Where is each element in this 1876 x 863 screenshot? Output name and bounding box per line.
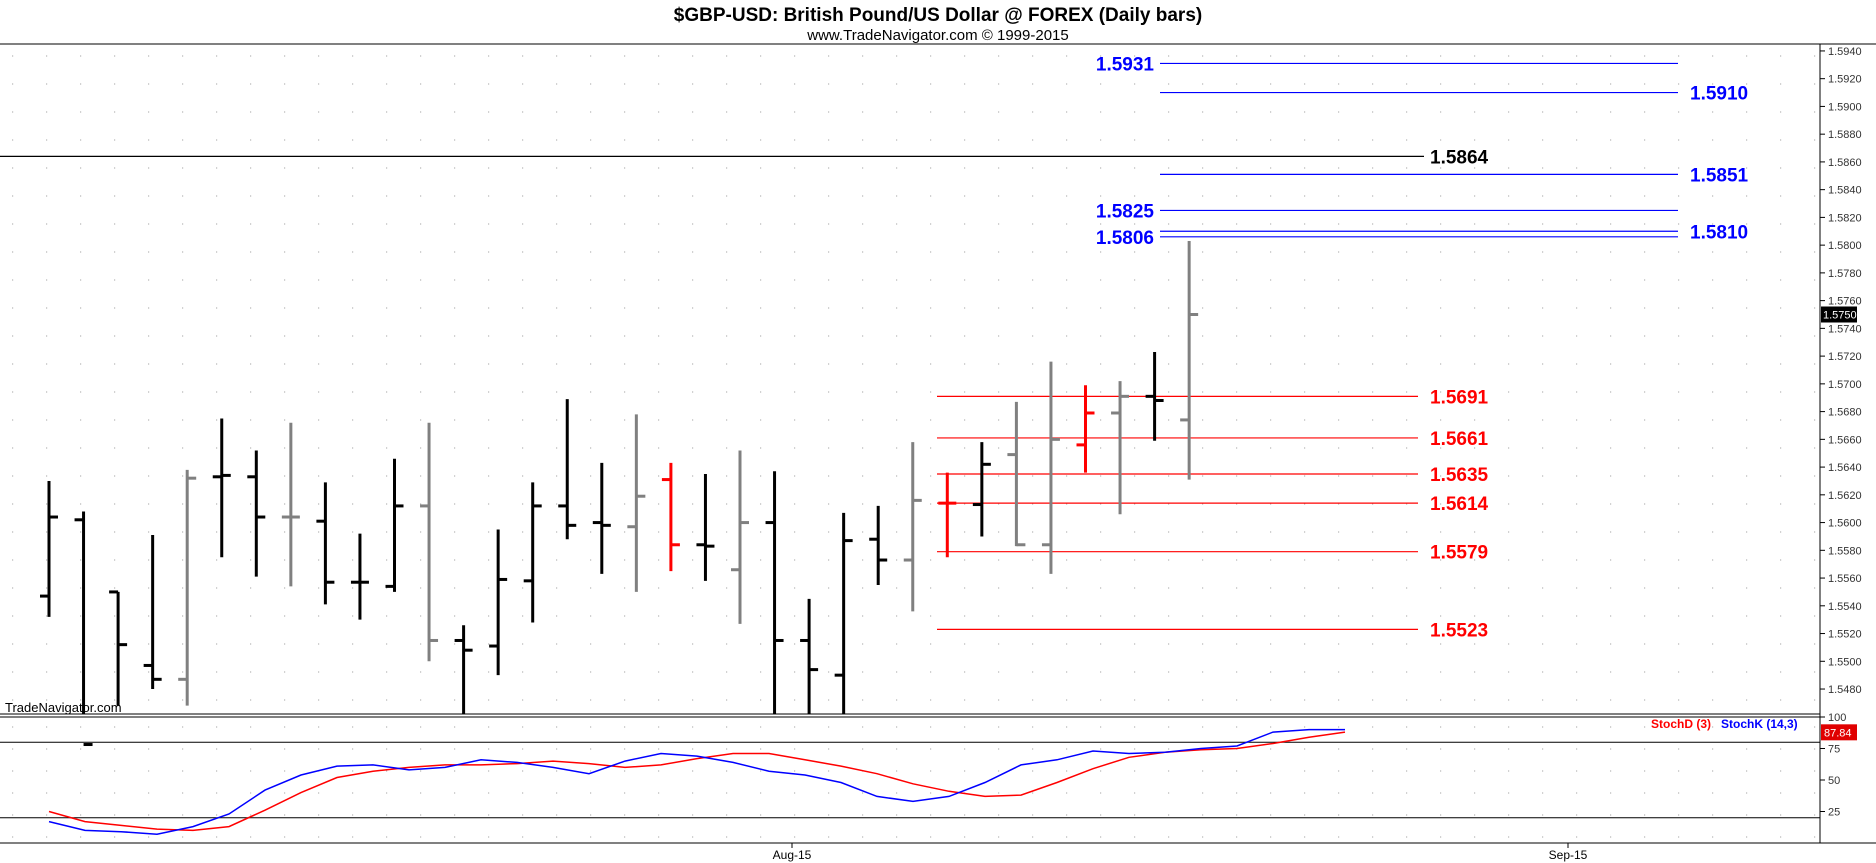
- price-level-label: 1.5579: [1430, 543, 1488, 564]
- price-tick-label: 1.5500: [1828, 656, 1862, 668]
- stoch-tick-label: 25: [1828, 807, 1840, 819]
- ohlc-bar: [1041, 361, 1060, 574]
- price-level-label: 1.5931: [1096, 54, 1155, 75]
- price-levels: 1.5931 1.5910 1.5864 1.5851 1.5825 1.5810 1.58…: [0, 54, 1749, 641]
- ohlc-bar: [903, 442, 922, 612]
- ohlc-bar: [143, 535, 162, 690]
- date-x-axis: Aug-15 Sep-15: [773, 843, 1588, 862]
- ohlc-bar: [1007, 401, 1026, 547]
- stoch-tick-label: 75: [1828, 744, 1840, 756]
- ohlc-bar: [558, 399, 577, 540]
- stoch-series-line: [48, 731, 1346, 832]
- watermark: TradeNavigator.com: [5, 700, 122, 715]
- ohlc-bar: [350, 533, 369, 620]
- chart-subtitle: www.TradeNavigator.com © 1999-2015: [806, 27, 1068, 44]
- ohlc-bar: [74, 511, 93, 747]
- price-tick-label: 1.5940: [1828, 46, 1862, 58]
- ohlc-bar: [592, 462, 611, 574]
- price-level-label: 1.5864: [1430, 147, 1489, 168]
- price-level-label: 1.5806: [1096, 228, 1154, 249]
- price-level-label: 1.5851: [1690, 165, 1749, 186]
- ohlc-bar: [696, 474, 715, 581]
- ohlc-bar: [281, 422, 300, 587]
- price-tick-label: 1.5600: [1828, 518, 1862, 530]
- price-tick-label: 1.5620: [1828, 490, 1862, 502]
- ohlc-bar: [109, 590, 128, 706]
- price-y-axis: 1.5480 1.5500 1.5520 1.5540 1.5560 1.5580 1.56…: [1820, 46, 1862, 696]
- stoch-series-line: [48, 728, 1345, 835]
- price-tick-label: 1.5740: [1828, 323, 1862, 335]
- ohlc-bar: [765, 471, 784, 714]
- price-level-label: 1.5810: [1690, 222, 1748, 243]
- ohlc-bar: [869, 505, 888, 585]
- ohlc-bar: [1145, 351, 1164, 441]
- stoch-last-value-label: 87.84: [1824, 727, 1852, 739]
- price-tick-label: 1.5680: [1828, 407, 1862, 419]
- price-tick-label: 1.5480: [1828, 684, 1862, 696]
- price-tick-label: 1.5900: [1828, 101, 1862, 113]
- ohlc-bar: [420, 422, 439, 662]
- price-level-label: 1.5825: [1096, 201, 1155, 222]
- ohlc-bar: [178, 469, 197, 706]
- stoch-tick-label: 100: [1828, 712, 1846, 724]
- ohlc-bar: [1180, 240, 1199, 480]
- stochastic-panel: 25 50 75 100 StochD (3) StochK (14,3) 87.84: [0, 712, 1857, 835]
- ohlc-bar: [40, 480, 58, 617]
- price-tick-label: 1.5880: [1828, 129, 1862, 141]
- grid-dots: [12, 55, 1816, 838]
- price-tick-label: 1.5700: [1828, 379, 1862, 391]
- ohlc-bar: [454, 625, 473, 714]
- price-tick-label: 1.5520: [1828, 629, 1862, 641]
- ohlc-bars: [40, 240, 1199, 747]
- price-level-label: 1.5614: [1430, 494, 1489, 515]
- price-tick-label: 1.5640: [1828, 462, 1862, 474]
- ohlc-bar: [1111, 381, 1130, 515]
- ohlc-bar: [1076, 385, 1095, 473]
- price-tick-label: 1.5760: [1828, 296, 1862, 308]
- ohlc-bar: [627, 414, 646, 592]
- price-tick-label: 1.5720: [1828, 351, 1862, 363]
- price-tick-label: 1.5780: [1828, 268, 1862, 280]
- ohlc-bar: [661, 462, 680, 572]
- price-tick-label: 1.5860: [1828, 157, 1862, 169]
- ohlc-bar: [489, 529, 508, 676]
- price-tick-label: 1.5820: [1828, 212, 1862, 224]
- ohlc-bar: [834, 512, 853, 714]
- last-price-box: [1821, 306, 1857, 323]
- date-tick-label: Sep-15: [1549, 848, 1588, 862]
- price-tick-label: 1.5540: [1828, 601, 1862, 613]
- price-tick-label: 1.5560: [1828, 573, 1862, 585]
- ohlc-bar: [247, 450, 266, 577]
- price-level-label: 1.5691: [1430, 387, 1489, 408]
- price-tick-label: 1.5800: [1828, 240, 1862, 252]
- legend-stoch-k: StochK (14,3): [1721, 717, 1798, 731]
- last-price-label: 1.5750: [1823, 309, 1857, 321]
- ohlc-bar: [731, 450, 749, 624]
- legend-stoch-d: StochD (3): [1651, 717, 1711, 731]
- ohlc-bar: [972, 442, 991, 537]
- price-tick-label: 1.5660: [1828, 434, 1862, 446]
- ohlc-bar: [316, 482, 335, 605]
- price-level-label: 1.5661: [1430, 429, 1489, 450]
- ohlc-bar: [938, 472, 957, 558]
- chart-title: $GBP-USD: British Pound/US Dollar @ FORE…: [674, 5, 1202, 26]
- ohlc-bar: [523, 482, 542, 623]
- grid-dot-pattern: [12, 55, 1816, 838]
- stoch-last-value-box: [1821, 724, 1857, 741]
- ohlc-bar: [212, 418, 231, 558]
- header-band: [0, 0, 1876, 44]
- stoch-tick-label: 50: [1828, 775, 1840, 787]
- price-tick-label: 1.5840: [1828, 185, 1862, 197]
- price-level-label: 1.5910: [1690, 84, 1748, 105]
- panel-frames: [0, 0, 1876, 844]
- price-tick-label: 1.5580: [1828, 545, 1862, 557]
- price-level-label: 1.5523: [1430, 620, 1488, 641]
- price-tick-label: 1.5920: [1828, 74, 1862, 86]
- date-tick-label: Aug-15: [773, 848, 812, 862]
- price-level-label: 1.5635: [1430, 465, 1489, 486]
- ohlc-bar: [385, 458, 404, 592]
- ohlc-bar: [800, 598, 819, 714]
